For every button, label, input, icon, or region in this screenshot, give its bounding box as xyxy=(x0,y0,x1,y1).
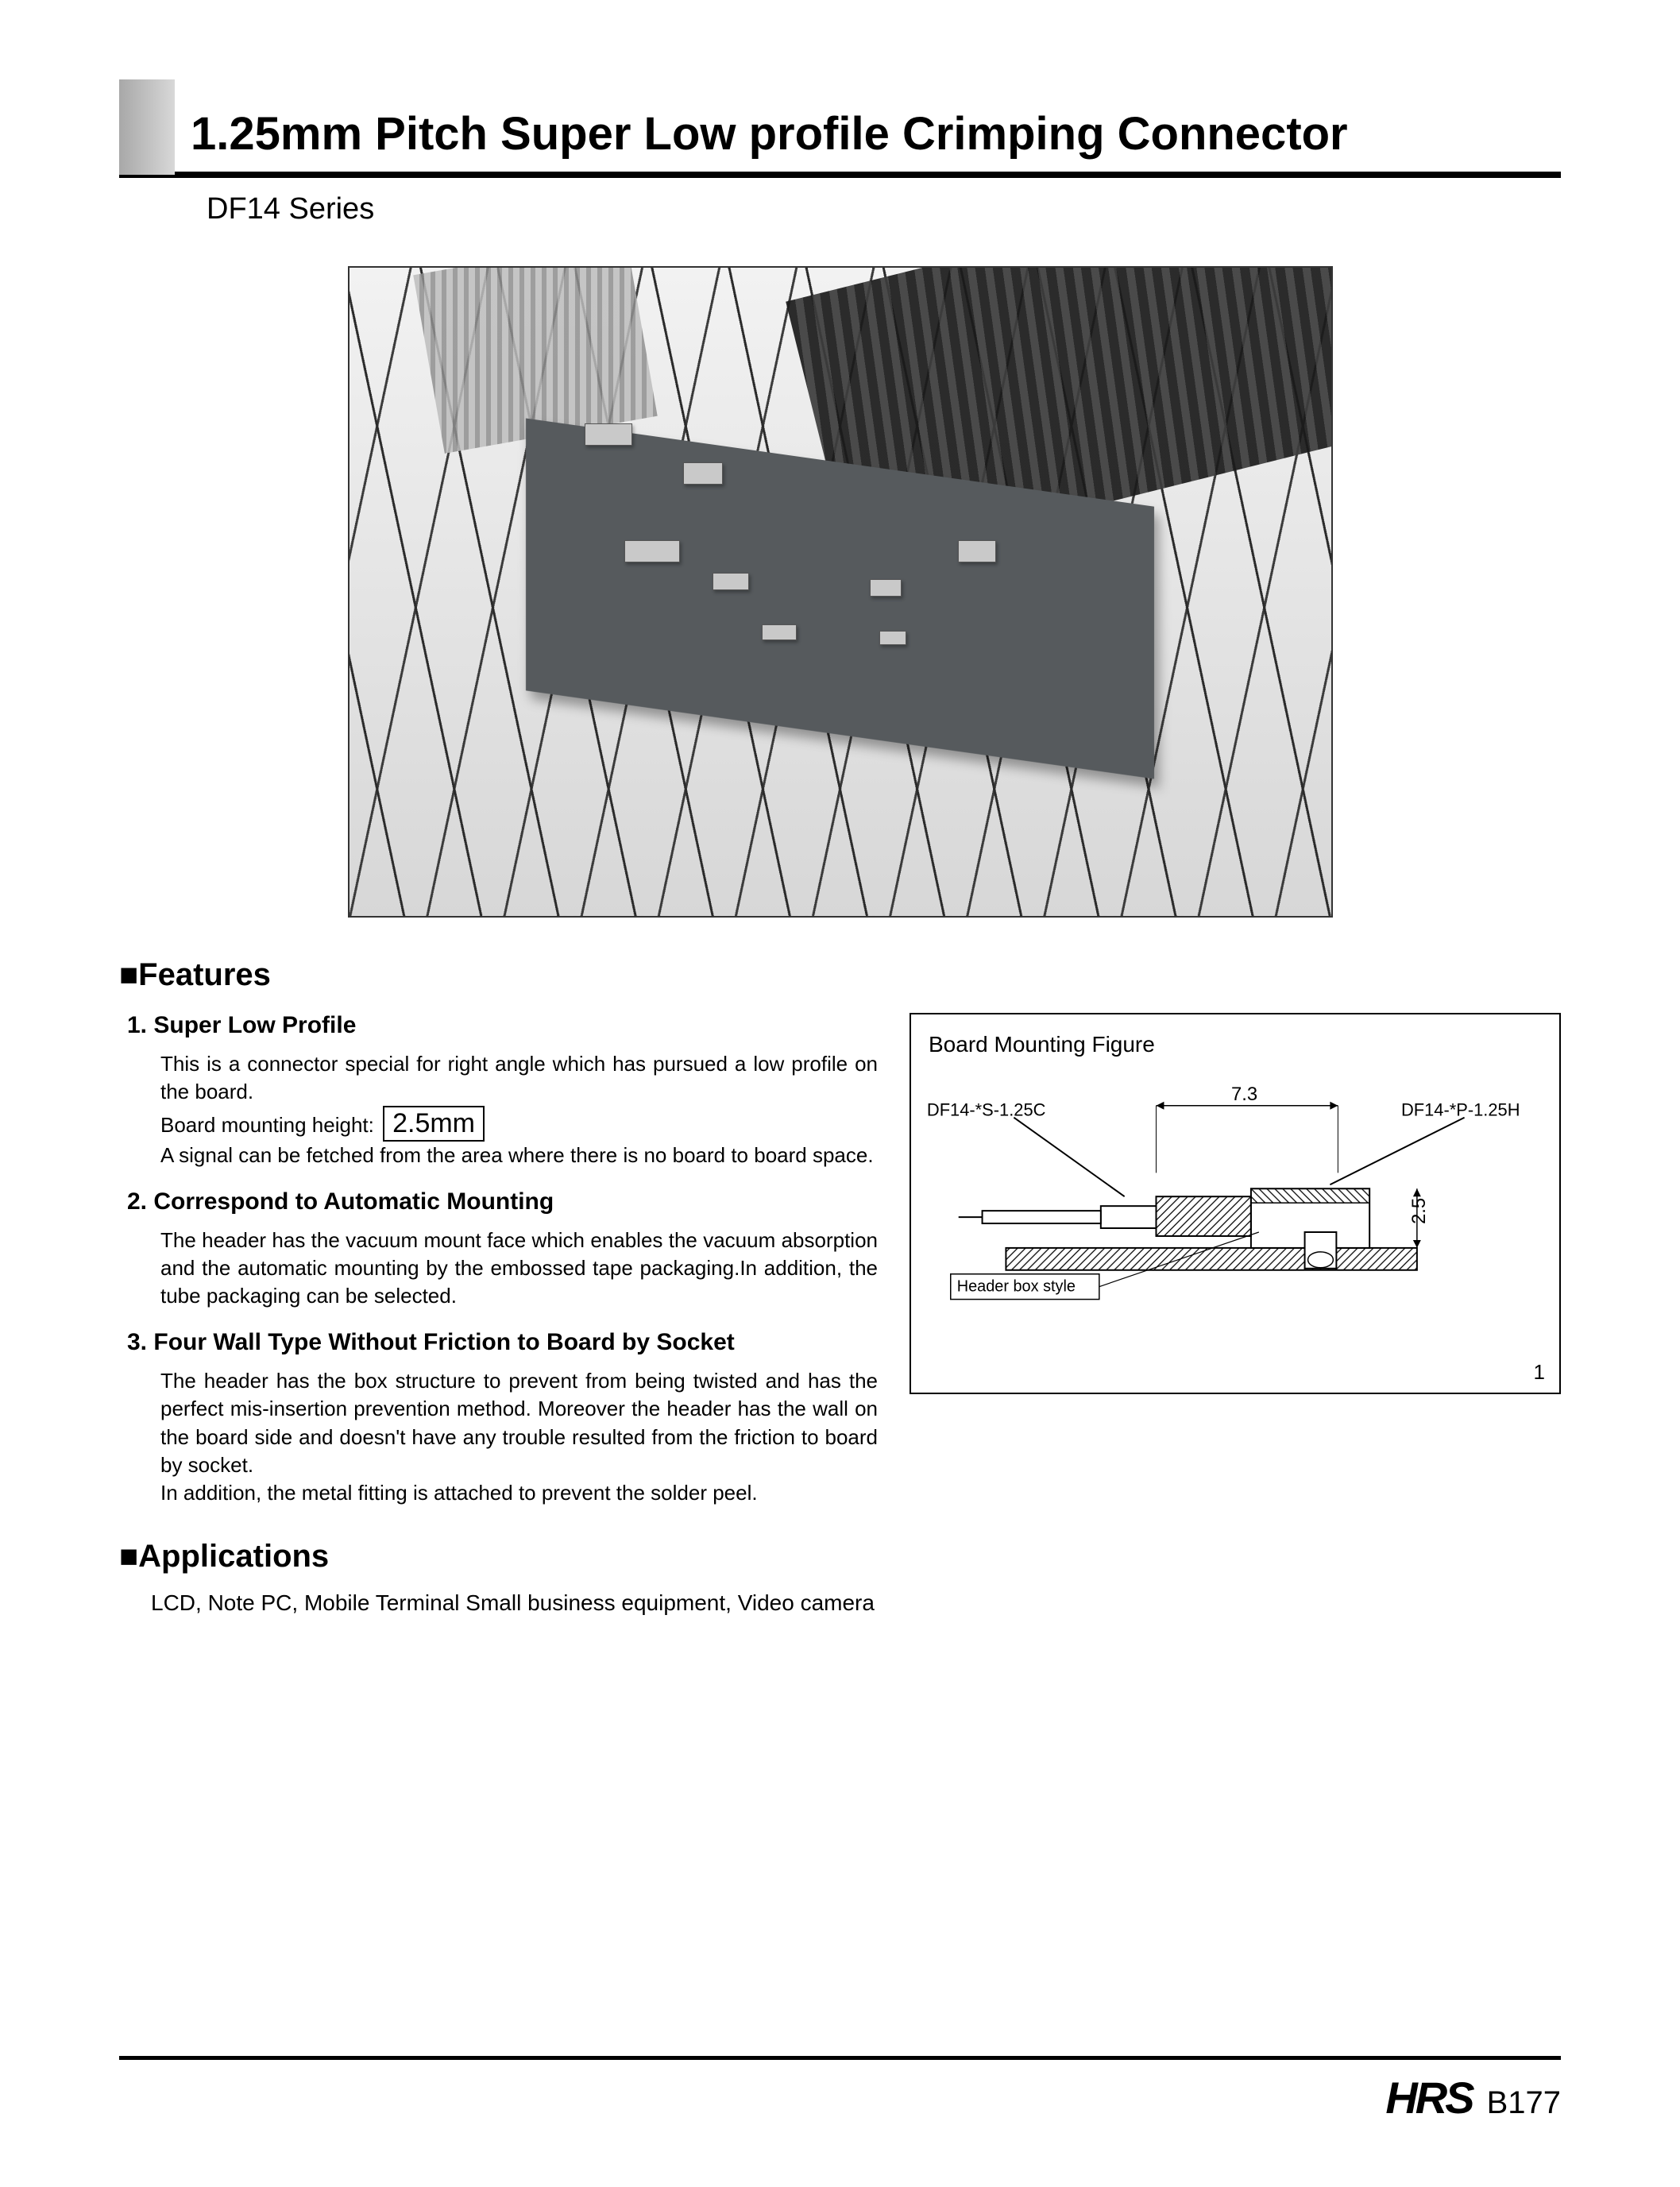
height-dimension: 2.5 xyxy=(1408,1198,1430,1224)
feature-title-text: Super Low Profile xyxy=(153,1012,356,1038)
board-mounting-figure: Board Mounting Figure DF14-*S-1.25C DF14… xyxy=(910,1013,1561,1394)
title-rule xyxy=(119,172,1561,178)
left-part-label: DF14-*S-1.25C xyxy=(927,1100,1046,1120)
applications-text: LCD, Note PC, Mobile Terminal Small busi… xyxy=(151,1590,1561,1616)
hero-connector xyxy=(958,540,996,562)
mounting-diagram-svg: DF14-*S-1.25C DF14-*P-1.25H 7.3 2.5 xyxy=(911,1070,1559,1386)
figure-corner-number: 1 xyxy=(1534,1360,1545,1385)
feature-1-text-before: This is a connector special for right an… xyxy=(160,1052,878,1137)
hero-connector xyxy=(879,631,906,645)
hero-product-photo xyxy=(348,266,1333,918)
header-tab-decoration xyxy=(119,79,175,175)
hero-connector xyxy=(713,573,749,590)
feature-2-body: The header has the vacuum mount face whi… xyxy=(160,1227,878,1310)
hero-connector xyxy=(683,462,723,485)
right-part-label: DF14-*P-1.25H xyxy=(1401,1100,1520,1120)
applications-heading: ■Applications xyxy=(119,1539,1561,1575)
page-header: 1.25mm Pitch Super Low profile Crimping … xyxy=(119,79,1561,168)
feature-2-title: 2. Correspond to Automatic Mounting xyxy=(127,1188,878,1215)
feature-1-body: This is a connector special for right an… xyxy=(160,1050,878,1169)
feature-1-text-after: A signal can be fetched from the area wh… xyxy=(160,1143,874,1167)
features-heading: ■Features xyxy=(119,957,878,993)
hero-image-wrap xyxy=(119,266,1561,918)
page-number: B177 xyxy=(1487,2085,1561,2121)
hero-connector xyxy=(762,624,797,640)
hrs-logo: HRS xyxy=(1385,2072,1472,2123)
header-box-style-label: Header box style xyxy=(957,1278,1076,1296)
mounting-figure-caption: Board Mounting Figure xyxy=(929,1032,1542,1057)
hero-connector xyxy=(624,540,680,562)
hero-connector xyxy=(585,423,632,446)
width-dimension: 7.3 xyxy=(1231,1084,1257,1105)
feature-number: 3. xyxy=(127,1329,147,1355)
series-subtitle: DF14 Series xyxy=(207,192,1561,226)
page-title: 1.25mm Pitch Super Low profile Crimping … xyxy=(191,107,1561,168)
hero-connector xyxy=(870,579,902,597)
feature-number: 2. xyxy=(127,1188,147,1215)
mounting-height-badge: 2.5mm xyxy=(383,1106,485,1142)
feature-3-title: 3. Four Wall Type Without Friction to Bo… xyxy=(127,1329,878,1356)
feature-number: 1. xyxy=(127,1012,147,1038)
feature-title-text: Correspond to Automatic Mounting xyxy=(153,1188,554,1215)
feature-1-title: 1. Super Low Profile xyxy=(127,1012,878,1039)
feature-title-text: Four Wall Type Without Friction to Board… xyxy=(153,1329,734,1355)
footer-rule xyxy=(119,2056,1561,2060)
features-column: ■Features 1. Super Low Profile This is a… xyxy=(119,925,878,1507)
mounting-figure-column: Board Mounting Figure DF14-*S-1.25C DF14… xyxy=(910,1013,1561,1394)
page-footer: HRS B177 xyxy=(1385,2072,1561,2123)
feature-3-body: The header has the box structure to prev… xyxy=(160,1367,878,1506)
